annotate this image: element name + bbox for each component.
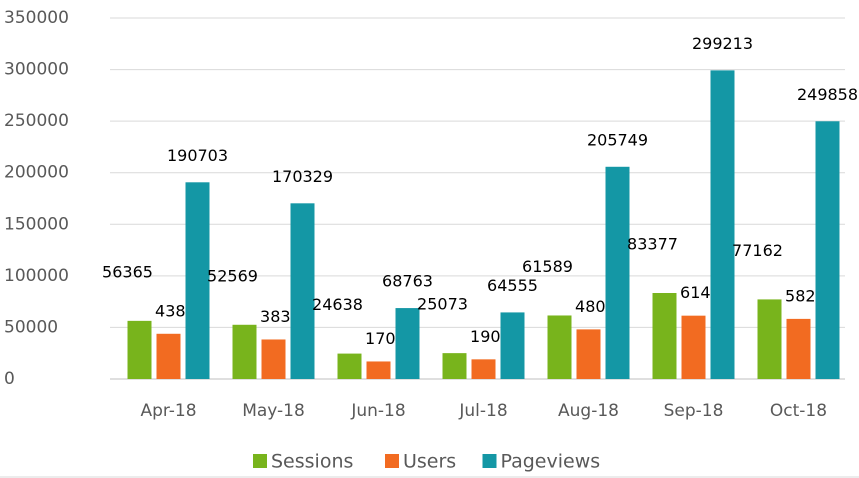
legend-swatch — [482, 454, 497, 468]
bar — [652, 293, 677, 379]
x-tick-label: Jun-18 — [350, 401, 405, 421]
x-tick-label: Oct-18 — [770, 401, 827, 421]
bar — [366, 361, 391, 379]
y-tick-label: 200000 — [4, 163, 69, 183]
bar — [127, 320, 152, 379]
legend-swatch — [253, 454, 267, 468]
x-tick-label: Sep-18 — [664, 401, 724, 421]
data-label: 24638 — [312, 295, 363, 314]
bar — [232, 324, 257, 379]
data-label: 56365 — [102, 262, 153, 281]
x-tick-label: May-18 — [242, 401, 305, 421]
bar — [605, 166, 630, 379]
data-label: 52569 — [207, 266, 258, 285]
legend-swatch — [385, 454, 399, 468]
x-tick-label: Apr-18 — [140, 401, 196, 421]
bar — [500, 312, 525, 379]
bar — [576, 329, 601, 379]
y-tick-label: 350000 — [4, 8, 69, 28]
bar — [815, 121, 840, 380]
data-label: 205749 — [587, 130, 648, 149]
x-tick-label: Jul-18 — [458, 401, 507, 421]
bar — [786, 318, 811, 379]
bar — [337, 353, 362, 379]
legend-label: Pageviews — [501, 451, 601, 473]
y-tick-label: 250000 — [4, 111, 69, 131]
data-label: 170329 — [272, 167, 333, 186]
bar — [547, 315, 572, 379]
y-tick-label: 150000 — [4, 214, 69, 234]
bar — [395, 308, 420, 379]
data-label: 249858 — [797, 85, 858, 104]
bar — [757, 299, 782, 379]
y-tick-label: 100000 — [4, 266, 69, 286]
data-label: 190703 — [167, 146, 228, 165]
bar — [710, 70, 735, 379]
y-tick-label: 50000 — [4, 317, 58, 337]
legend-label: Users — [403, 451, 456, 473]
bar — [185, 182, 210, 379]
data-label: 83377 — [627, 235, 678, 254]
data-label: 68763 — [382, 272, 433, 291]
bar — [261, 339, 286, 379]
y-tick-label: 300000 — [4, 60, 69, 80]
bar — [442, 353, 467, 379]
legend-label: Sessions — [271, 451, 353, 473]
data-label: 299213 — [692, 34, 753, 53]
data-label: 77162 — [732, 241, 783, 260]
data-label: 61589 — [522, 257, 573, 276]
data-label: 25073 — [417, 295, 468, 314]
x-tick-label: Aug-18 — [558, 401, 619, 421]
bar — [471, 359, 496, 379]
bar — [681, 315, 706, 379]
bar — [156, 333, 181, 379]
y-tick-label: 0 — [4, 369, 15, 389]
bar — [290, 203, 315, 379]
data-label: 64555 — [487, 276, 538, 295]
